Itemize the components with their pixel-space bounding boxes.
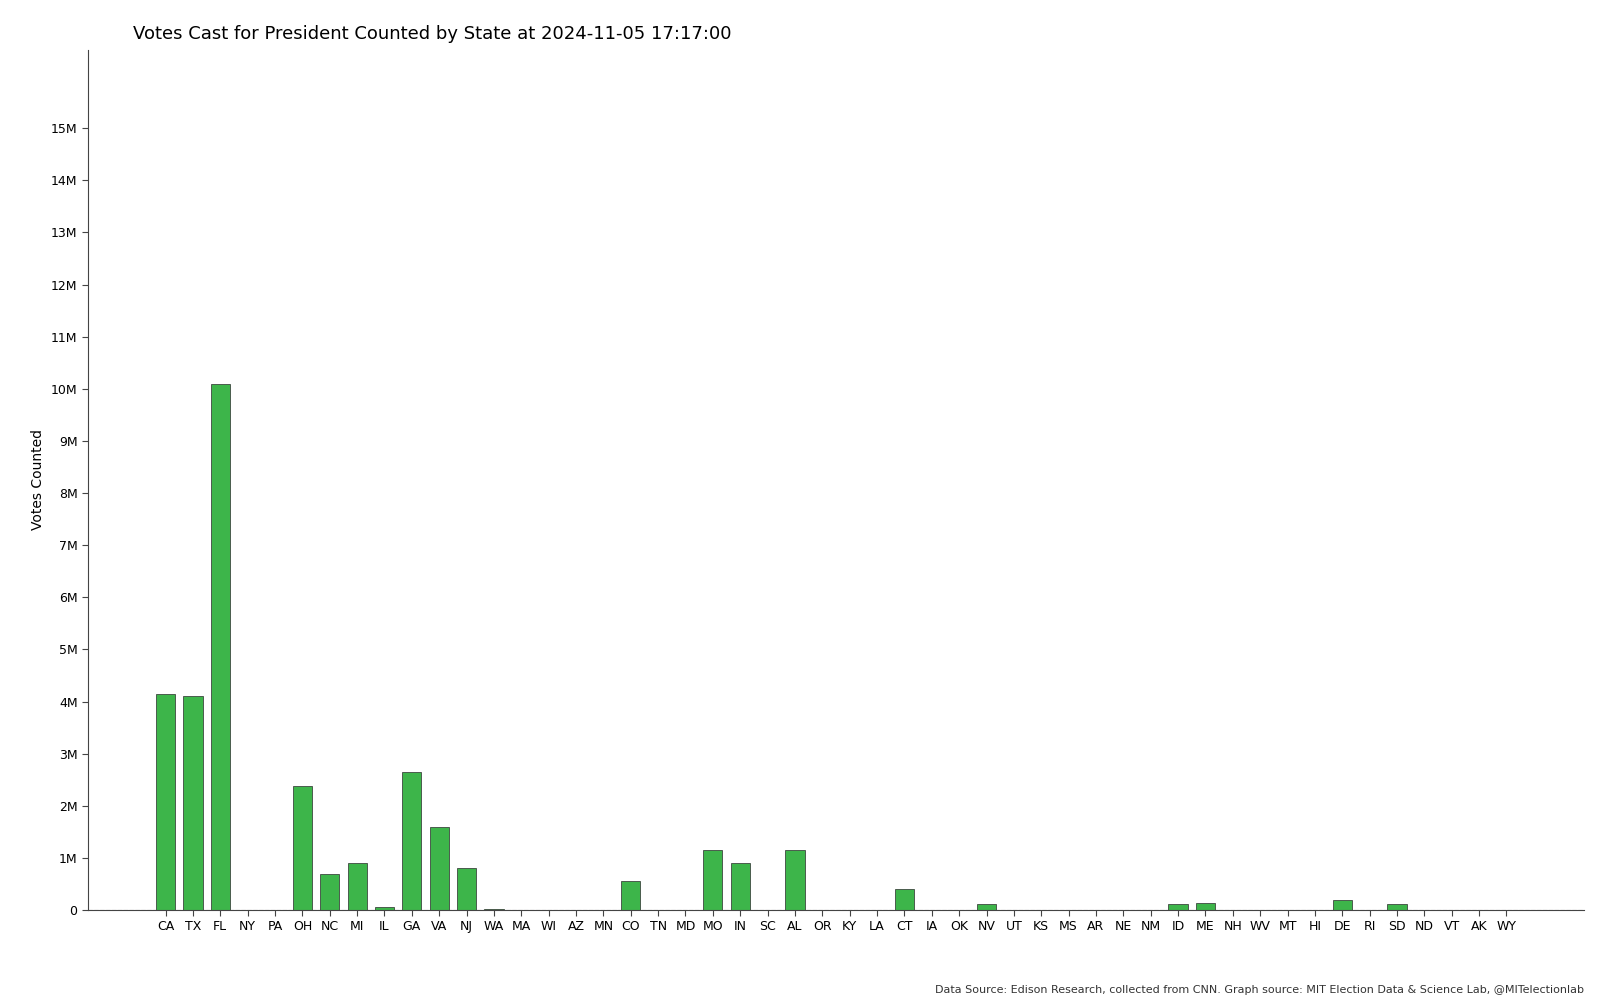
Bar [347, 863, 366, 910]
Y-axis label: Votes Counted: Votes Counted [32, 430, 45, 530]
Bar [157, 694, 174, 910]
Bar [430, 827, 448, 910]
Bar [211, 384, 230, 910]
Bar [978, 904, 997, 910]
Bar [1195, 903, 1214, 910]
Bar [485, 909, 504, 910]
Bar [402, 772, 421, 910]
Bar [320, 874, 339, 910]
Bar [1333, 900, 1352, 910]
Bar [374, 907, 394, 910]
Bar [1387, 904, 1406, 910]
Bar [704, 850, 723, 910]
Bar [621, 881, 640, 910]
Bar [894, 889, 914, 910]
Bar [731, 863, 750, 910]
Bar [458, 868, 477, 910]
Bar [1168, 904, 1187, 910]
Bar [293, 786, 312, 910]
Bar [184, 696, 203, 910]
Bar [786, 850, 805, 910]
Text: Votes Cast for President Counted by State at 2024-11-05 17:17:00: Votes Cast for President Counted by Stat… [133, 25, 731, 43]
Text: Data Source: Edison Research, collected from CNN. Graph source: MIT Election Dat: Data Source: Edison Research, collected … [934, 985, 1584, 995]
